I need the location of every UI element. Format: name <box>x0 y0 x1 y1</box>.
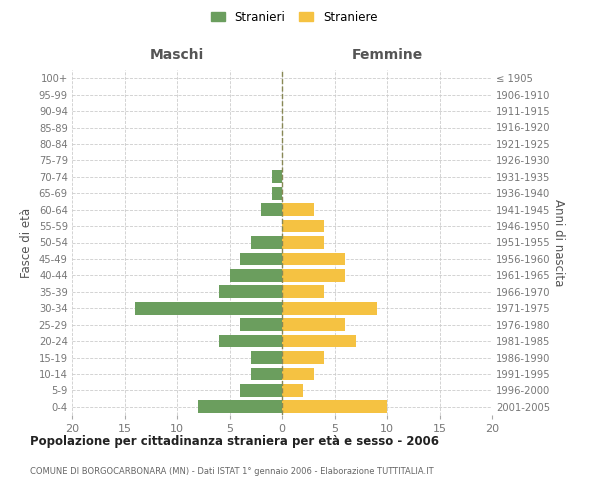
Text: Maschi: Maschi <box>150 48 204 62</box>
Bar <box>251 368 282 380</box>
Bar <box>282 334 355 347</box>
Text: COMUNE DI BORGOCARBONARA (MN) - Dati ISTAT 1° gennaio 2006 - Elaborazione TUTTIT: COMUNE DI BORGOCARBONARA (MN) - Dati IST… <box>30 468 434 476</box>
Bar <box>282 400 387 413</box>
Bar <box>282 203 314 216</box>
Text: Popolazione per cittadinanza straniera per età e sesso - 2006: Popolazione per cittadinanza straniera p… <box>30 435 439 448</box>
Bar <box>135 302 282 314</box>
Bar <box>271 170 282 183</box>
Bar <box>282 368 314 380</box>
Bar <box>240 384 282 397</box>
Bar <box>282 351 324 364</box>
Bar <box>261 203 282 216</box>
Bar <box>282 252 345 266</box>
Bar <box>282 286 324 298</box>
Bar <box>282 269 345 282</box>
Bar <box>251 236 282 249</box>
Bar <box>219 334 282 347</box>
Bar <box>219 286 282 298</box>
Y-axis label: Fasce di età: Fasce di età <box>20 208 33 278</box>
Bar <box>198 400 282 413</box>
Bar <box>282 318 345 331</box>
Y-axis label: Anni di nascita: Anni di nascita <box>551 199 565 286</box>
Bar <box>282 384 303 397</box>
Bar <box>271 187 282 200</box>
Bar <box>229 269 282 282</box>
Bar <box>240 252 282 266</box>
Bar <box>282 220 324 232</box>
Bar <box>282 302 377 314</box>
Bar <box>251 351 282 364</box>
Text: Femmine: Femmine <box>352 48 422 62</box>
Legend: Stranieri, Straniere: Stranieri, Straniere <box>206 6 382 28</box>
Bar <box>240 318 282 331</box>
Bar <box>282 236 324 249</box>
